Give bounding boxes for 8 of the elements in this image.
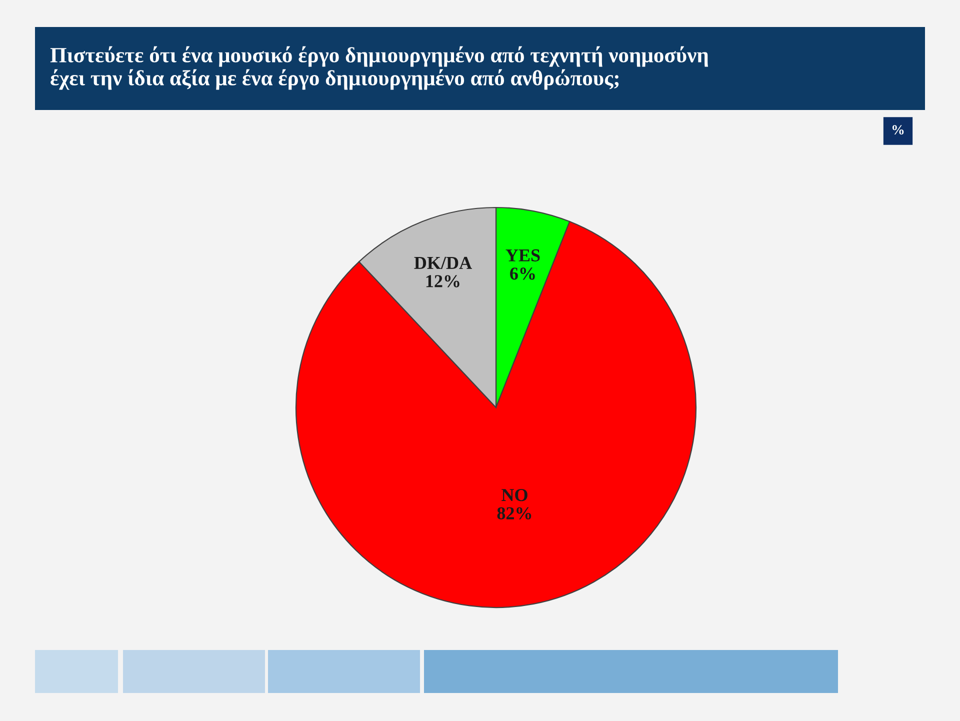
- text: %: [892, 125, 904, 135]
- data-label: 82%: [497, 507, 532, 520]
- chart-title: Πιστεύετε ότι ένα μουσικό έργο δημιουργημένο από τεχνητή νοημοσύνη έχει την ίδια αξία με ένα έργο δημιουργημένο από ανθρώπους;: [50, 46, 708, 90]
- slice-label: YES: [506, 249, 540, 262]
- slice-label: NO: [502, 488, 528, 502]
- data-label: 12%: [426, 275, 460, 288]
- data-label: 6%: [510, 268, 535, 280]
- slice-label: DK/DA: [414, 256, 472, 270]
